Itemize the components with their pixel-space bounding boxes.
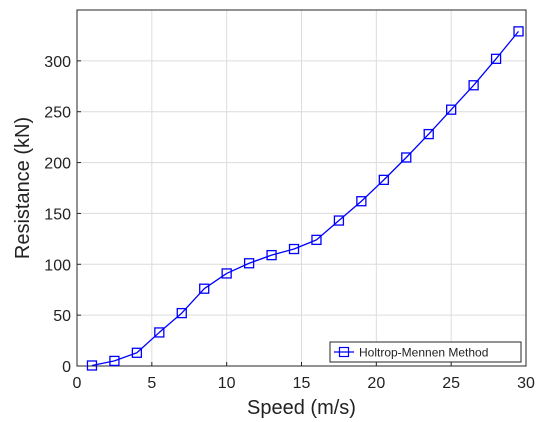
data-point-marker <box>86 360 98 371</box>
x-tick-label: 0 <box>73 375 82 392</box>
y-tick-label: 200 <box>44 156 71 173</box>
legend: Holtrop-Mennen Method <box>329 341 522 363</box>
data-point-marker <box>266 249 277 261</box>
legend-label: Holtrop-Mennen Method <box>359 346 488 360</box>
data-point-marker <box>490 53 502 64</box>
data-point-marker <box>243 258 255 269</box>
data-point-marker <box>468 80 479 91</box>
data-point-marker <box>109 355 120 367</box>
data-point-marker <box>154 327 165 338</box>
data-point-marker <box>446 104 457 115</box>
data-point-marker <box>513 26 524 37</box>
data-point-marker <box>311 234 322 246</box>
data-point-marker <box>131 347 143 358</box>
y-tick-label: 100 <box>44 257 71 274</box>
x-tick-label: 20 <box>367 375 385 392</box>
x-tick-label: 15 <box>293 375 311 392</box>
y-tick-label: 50 <box>53 308 71 325</box>
grid <box>77 10 526 366</box>
y-tick-label: 250 <box>44 105 71 122</box>
data-point-marker <box>401 152 412 163</box>
data-point-marker <box>288 243 300 255</box>
y-tick-label: 300 <box>44 54 71 71</box>
data-point-marker <box>199 283 210 294</box>
data-point-marker <box>356 196 367 207</box>
data-point-marker <box>221 268 232 279</box>
data-point-marker <box>378 174 389 186</box>
x-tick-label: 30 <box>517 375 535 392</box>
x-tick-label: 10 <box>218 375 236 392</box>
x-tick-label: 25 <box>442 375 460 392</box>
legend-marker-square <box>338 346 350 358</box>
data-point-marker <box>423 128 434 140</box>
legend-box <box>329 341 522 363</box>
data-point-marker <box>333 215 345 226</box>
series-layer <box>86 26 524 371</box>
y-tick-label: 0 <box>62 359 71 376</box>
data-point-marker <box>176 307 187 319</box>
x-tick-label: 5 <box>147 375 156 392</box>
x-axis-title: Speed (m/s) <box>247 397 356 419</box>
y-axis-title: Resistance (kN) <box>12 117 34 259</box>
y-tick-label: 150 <box>44 206 71 223</box>
